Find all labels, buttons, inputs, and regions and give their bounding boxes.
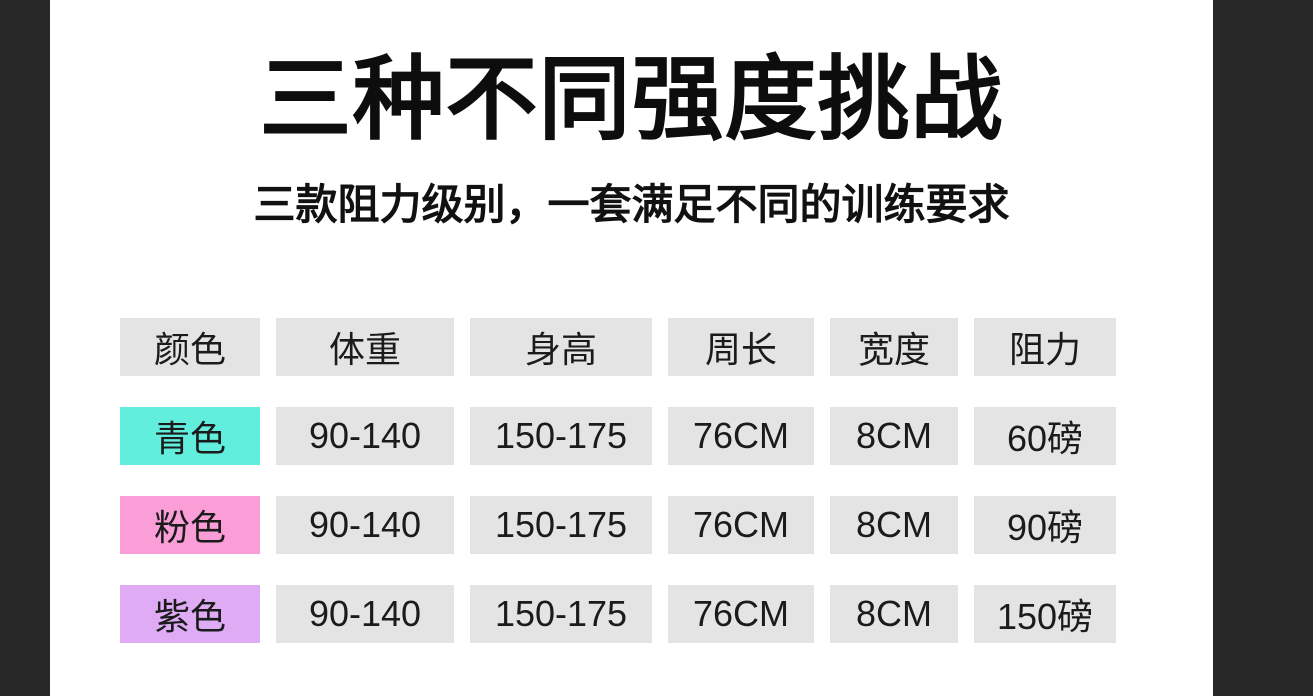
page-subtitle: 三款阻力级别，一套满足不同的训练要求 — [253, 181, 1010, 228]
header-cell-width: 宽度 — [830, 318, 958, 376]
cell-purple-resistance: 150磅 — [974, 585, 1116, 643]
cell-purple-width: 8CM — [830, 585, 958, 643]
content-area: 三种不同强度挑战 三款阻力级别，一套满足不同的训练要求 颜色 体重 身高 周长 … — [50, 0, 1213, 696]
cell-purple-weight: 90-140 — [276, 585, 454, 643]
color-cell-pink: 粉色 — [120, 496, 260, 554]
header-cell-height: 身高 — [470, 318, 652, 376]
cell-pink-weight: 90-140 — [276, 496, 454, 554]
cell-cyan-circumference: 76CM — [668, 407, 814, 465]
page-title: 三种不同强度挑战 — [259, 49, 1004, 151]
header-cell-circumference: 周长 — [668, 318, 814, 376]
header-cell-resistance: 阻力 — [974, 318, 1116, 376]
header-cell-color: 颜色 — [120, 318, 260, 376]
cell-pink-width: 8CM — [830, 496, 958, 554]
cell-cyan-resistance: 60磅 — [974, 407, 1116, 465]
cell-cyan-weight: 90-140 — [276, 407, 454, 465]
color-cell-purple: 紫色 — [120, 585, 260, 643]
right-dark-band — [1213, 0, 1313, 696]
cell-pink-height: 150-175 — [470, 496, 652, 554]
color-cell-cyan: 青色 — [120, 407, 260, 465]
cell-pink-resistance: 90磅 — [974, 496, 1116, 554]
cell-purple-circumference: 76CM — [668, 585, 814, 643]
cell-pink-circumference: 76CM — [668, 496, 814, 554]
cell-cyan-height: 150-175 — [470, 407, 652, 465]
left-dark-band — [0, 0, 50, 696]
cell-purple-height: 150-175 — [470, 585, 652, 643]
header-cell-weight: 体重 — [276, 318, 454, 376]
spec-table: 颜色 体重 身高 周长 宽度 阻力 青色 90-140 150-175 76CM… — [120, 318, 1116, 643]
cell-cyan-width: 8CM — [830, 407, 958, 465]
